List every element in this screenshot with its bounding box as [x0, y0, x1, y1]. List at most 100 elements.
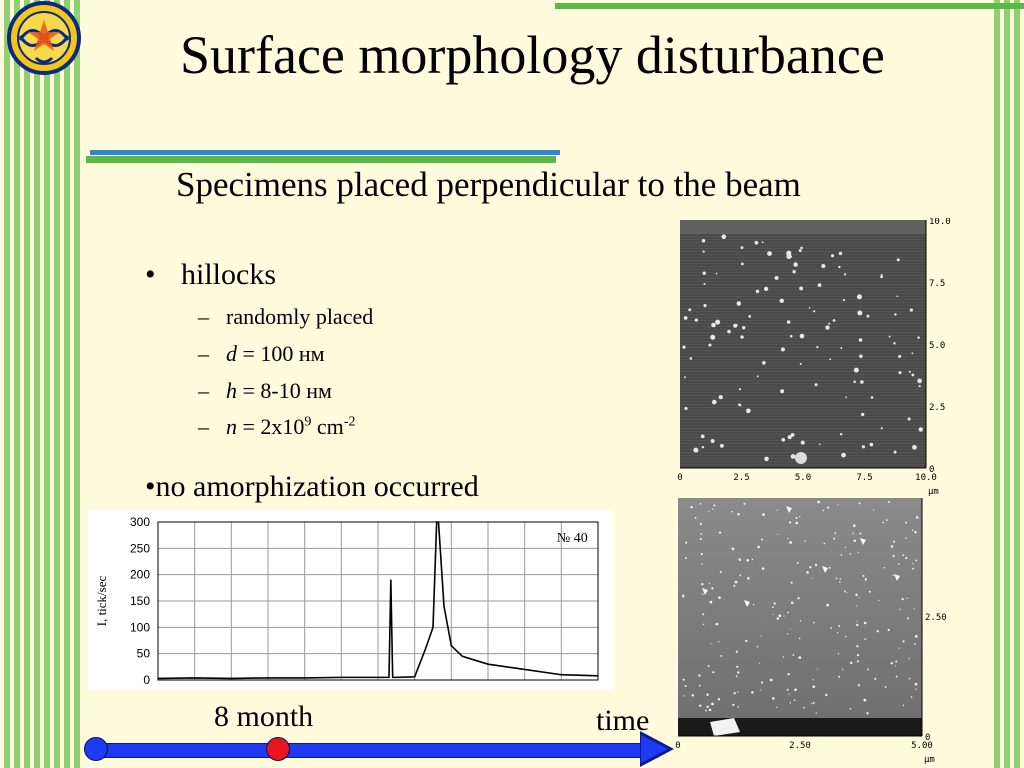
- hillock-particle: [683, 695, 685, 697]
- data-point: [560, 674, 562, 676]
- y-tick-label: 50: [137, 647, 151, 661]
- hillock-particle: [855, 605, 857, 607]
- hillock-particle: [811, 702, 813, 705]
- hillock-particle: [906, 597, 909, 600]
- afm-bottom-y-tick: 2.50: [925, 613, 947, 623]
- hillock-particle: [755, 289, 760, 294]
- hillock-particle: [817, 500, 821, 504]
- hillock-particle: [684, 685, 687, 688]
- hillock-particle: [745, 408, 751, 414]
- hillock-particle: [712, 508, 714, 510]
- hillock-particle: [915, 559, 918, 562]
- hillock-particle: [850, 661, 853, 665]
- hillock-particle: [837, 652, 840, 655]
- hillock-particle: [858, 502, 861, 505]
- hillock-particle: [849, 707, 852, 710]
- hillock-particle: [912, 444, 917, 450]
- hillock-particle: [863, 698, 867, 702]
- afm-bottom-x-tick: 0: [675, 741, 680, 751]
- intensity-chart: 300 250 200 150 100 50 0 I, tick/sec № 40: [88, 510, 613, 690]
- hillock-particle: [733, 692, 736, 695]
- hillock-particle: [864, 579, 867, 581]
- hillock-particle: [700, 552, 703, 556]
- hillock-particle: [787, 537, 789, 540]
- hillock-particle: [857, 310, 863, 316]
- hillock-particle: [736, 301, 742, 306]
- hillock-particle: [748, 315, 752, 318]
- data-point: [414, 676, 416, 678]
- hillock-particle: [902, 554, 905, 557]
- hillock-particle: [760, 538, 763, 541]
- hillock-particle: [869, 442, 874, 447]
- hillock-particle: [834, 532, 837, 535]
- hillock-particle: [739, 574, 742, 577]
- hillock-particle: [756, 375, 759, 378]
- hillock-particle: [833, 537, 836, 540]
- hillock-particle: [825, 325, 830, 330]
- hillock-particle: [812, 679, 814, 681]
- afm-image-bottom: 0 2.50 5.00 2.50 0 μm: [675, 498, 947, 765]
- hillock-particle: [901, 597, 904, 601]
- hillock-particle: [717, 698, 721, 701]
- data-point: [194, 677, 196, 679]
- hillock-particle: [689, 357, 693, 360]
- hillock-particle: [786, 320, 791, 324]
- hillock-particle: [740, 335, 744, 339]
- hillock-particle: [693, 447, 699, 453]
- hillock-particle: [699, 704, 702, 707]
- hillock-particle: [682, 345, 686, 349]
- hillock-particle: [893, 342, 896, 345]
- hillock-particle: [719, 570, 722, 573]
- y-tick-label: 250: [130, 541, 150, 555]
- hillock-particle: [817, 668, 819, 670]
- hillock-particle: [828, 566, 831, 569]
- timeline-month-label: 8 month: [214, 700, 314, 733]
- hillock-particle: [911, 529, 914, 532]
- afm-bottom-x-tick: 5.00: [911, 741, 933, 751]
- hillock-particle: [890, 545, 894, 548]
- hillock-particle: [682, 678, 685, 681]
- data-point: [425, 647, 427, 649]
- hillock-particle: [838, 251, 843, 256]
- hillock-particle: [908, 677, 911, 680]
- afm-bottom-surface: [678, 498, 922, 736]
- hillock-particle: [840, 554, 843, 556]
- hillock-particle: [813, 621, 815, 624]
- bullet-marker: •: [145, 258, 156, 291]
- hillock-particle: [741, 325, 746, 330]
- y-tick-label: 0: [143, 673, 150, 687]
- hillock-particle: [701, 239, 706, 243]
- slide-title: Surface morphology disturbance: [180, 25, 885, 85]
- hillock-particle: [853, 539, 857, 543]
- hillock-particle: [814, 383, 818, 387]
- hillock-particle: [874, 677, 877, 680]
- hillock-particle: [852, 532, 854, 535]
- afm-top-y-tick: 7.5: [929, 279, 945, 289]
- hillock-particle: [857, 684, 860, 687]
- hillock-particle: [873, 509, 875, 511]
- afm-top-x-tick: 7.5: [856, 473, 872, 483]
- hillock-particle: [909, 308, 913, 312]
- hillock-particle: [713, 504, 716, 507]
- hillock-particle: [774, 275, 779, 280]
- hillock-cluster: [795, 452, 807, 464]
- slide-subtitle: Specimens placed perpendicular to the be…: [176, 165, 801, 204]
- hillock-particle: [898, 647, 900, 649]
- hillock-particle: [864, 638, 867, 641]
- afm-top-y-tick: 10.0: [929, 218, 951, 227]
- hillock-particle: [798, 637, 801, 640]
- bullet-text: hillocks: [181, 258, 276, 291]
- hillock-particle: [888, 500, 891, 504]
- hillock-particle: [733, 584, 736, 587]
- hillock-particle: [859, 597, 861, 599]
- hillock-particle: [816, 345, 819, 349]
- hillock-particle: [913, 608, 915, 610]
- hillock-particle: [811, 578, 813, 580]
- hillock-particle: [845, 396, 848, 399]
- hillock-particle: [690, 505, 693, 509]
- hillock-particle: [880, 427, 883, 430]
- hillock-particle: [861, 445, 866, 449]
- hillock-particle: [853, 367, 859, 373]
- hillock-particle: [917, 378, 922, 384]
- hillock-particle: [736, 665, 739, 668]
